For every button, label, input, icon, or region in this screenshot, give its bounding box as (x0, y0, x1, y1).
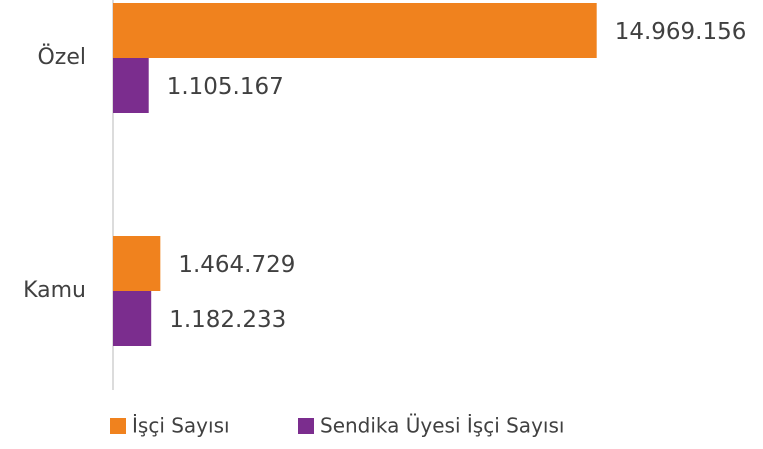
bar (113, 291, 152, 346)
legend-label: İşçi Sayısı (132, 414, 230, 438)
legend-swatch (298, 418, 314, 434)
value-label: 1.182.233 (169, 307, 286, 333)
legend-label: Sendika Üyesi İşçi Sayısı (320, 414, 564, 438)
category-label: Kamu (23, 278, 86, 303)
bar (113, 58, 149, 113)
category-label: Özel (37, 44, 86, 70)
bar (113, 236, 161, 291)
value-label: 1.464.729 (178, 252, 295, 278)
value-label: 1.105.167 (167, 74, 284, 100)
value-label: 14.969.156 (615, 19, 747, 45)
bar (113, 3, 597, 58)
legend-swatch (110, 418, 126, 434)
